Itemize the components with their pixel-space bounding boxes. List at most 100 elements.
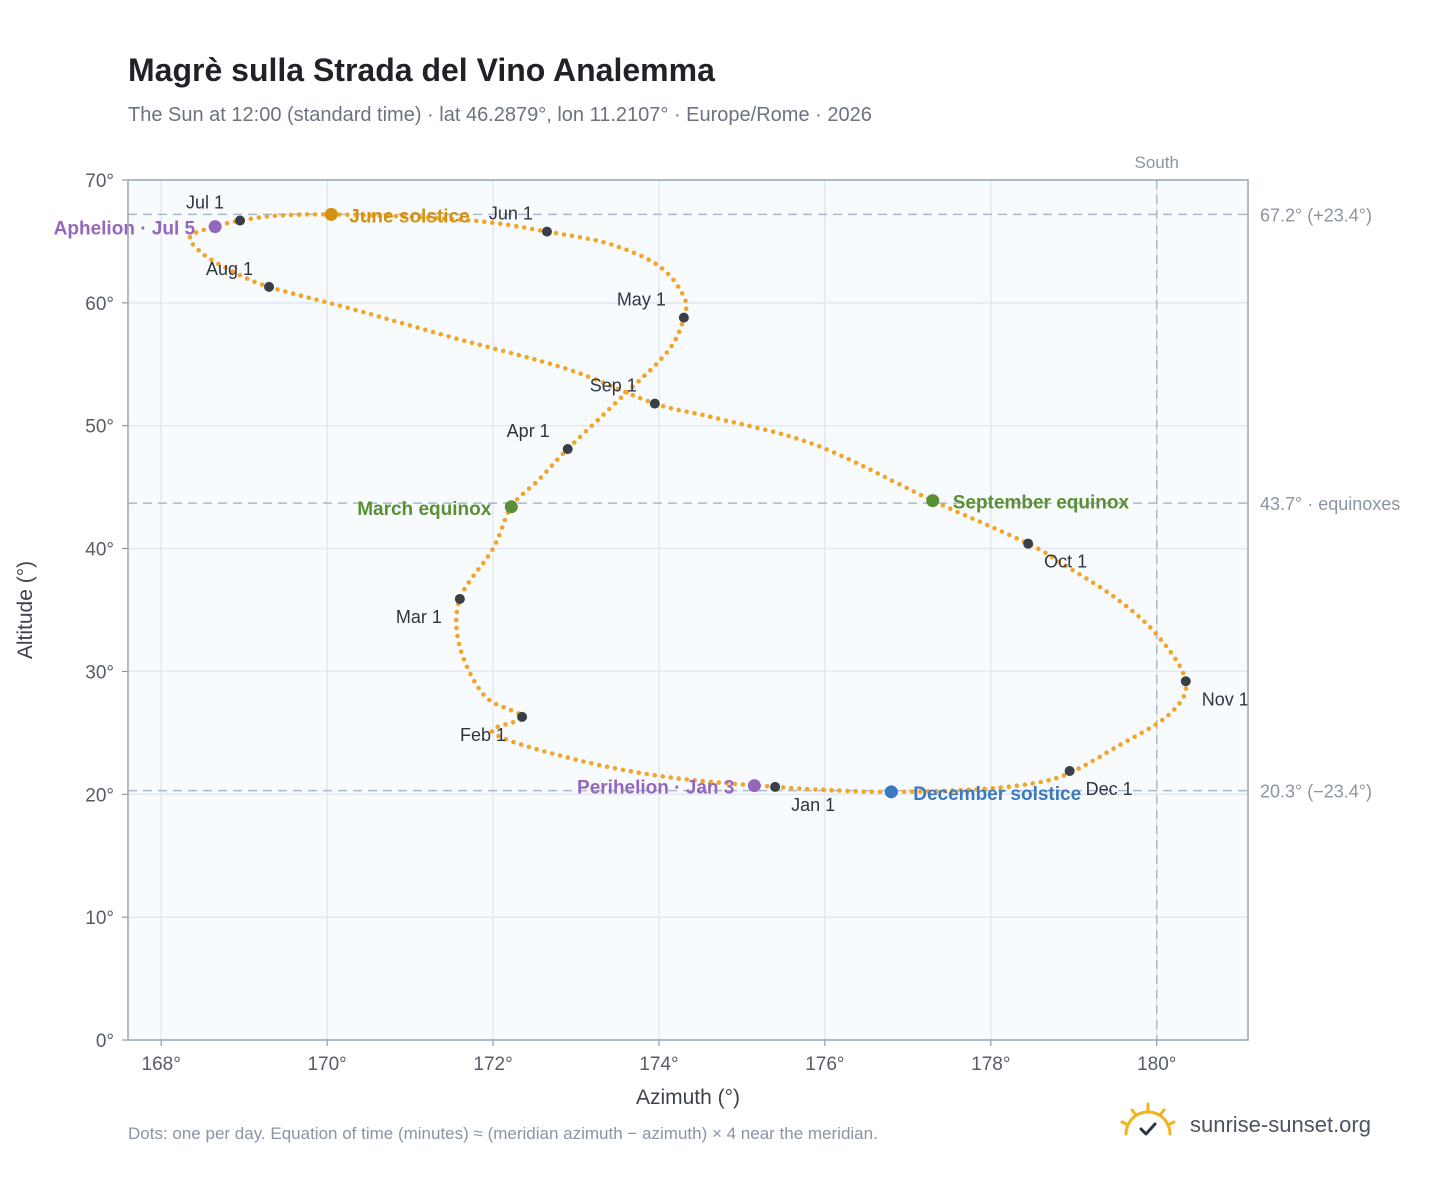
daily-sun-dot — [861, 464, 866, 469]
daily-sun-dot — [454, 625, 459, 631]
daily-sun-dot — [723, 418, 729, 423]
daily-sun-dot — [392, 318, 397, 324]
daily-sun-dot — [829, 787, 834, 793]
daily-sun-dot — [809, 441, 814, 446]
daily-sun-dot — [456, 641, 462, 647]
daily-sun-dot — [940, 503, 946, 508]
daily-sun-dot — [581, 759, 586, 764]
daily-sun-dot — [538, 475, 544, 480]
daily-sun-dot — [493, 540, 499, 545]
daily-sun-dot — [942, 788, 947, 794]
daily-sun-dot — [652, 773, 657, 778]
daily-sun-dot — [616, 244, 622, 250]
daily-sun-dot — [1076, 766, 1081, 771]
daily-sun-dot — [322, 299, 327, 305]
daily-sun-dot — [454, 336, 459, 341]
reference-line-label: 43.7° · equinoxes — [1260, 494, 1400, 514]
daily-sun-dot — [630, 392, 636, 398]
daily-sun-dot — [393, 213, 399, 219]
daily-sun-dot — [1142, 619, 1147, 625]
daily-sun-dot — [637, 395, 643, 401]
month-marker-label: Apr 1 — [507, 421, 550, 441]
reference-line-label: 20.3° (−23.4°) — [1260, 782, 1372, 802]
daily-sun-dot — [659, 356, 664, 361]
daily-sun-dot — [521, 225, 527, 230]
daily-sun-dot — [731, 420, 737, 425]
daily-sun-dot — [503, 736, 509, 742]
daily-sun-dot — [248, 216, 254, 221]
plot-frame — [127, 179, 1249, 1041]
daily-sun-dot — [813, 787, 818, 792]
daily-sun-dot — [353, 212, 358, 218]
daily-sun-dot — [1049, 554, 1055, 560]
daily-sun-dot — [659, 266, 665, 271]
daily-sun-dot — [646, 257, 651, 263]
daily-sun-dot — [684, 777, 689, 782]
daily-sun-dot — [925, 789, 931, 794]
daily-sun-dot — [481, 560, 486, 566]
daily-sun-dot — [1022, 782, 1028, 787]
daily-sun-dot — [676, 329, 682, 335]
daily-sun-dot — [345, 305, 351, 311]
daily-sun-dot — [1123, 603, 1129, 609]
daily-sun-dot — [230, 269, 235, 274]
daily-sun-dot — [537, 228, 543, 233]
daily-sun-dot — [950, 788, 955, 793]
daily-sun-dot — [532, 357, 537, 362]
daily-sun-dot — [628, 769, 634, 774]
y-tick-label: 40° — [85, 540, 114, 561]
y-axis-label: Altitude (°) — [14, 561, 37, 659]
daily-sun-dot — [353, 307, 358, 313]
daily-sun-dot — [1097, 584, 1103, 590]
daily-sun-dot — [679, 291, 685, 296]
month-marker-label: Oct 1 — [1044, 552, 1087, 572]
event-marker — [884, 785, 898, 799]
daily-sun-dot — [861, 789, 866, 794]
daily-sun-dot — [684, 409, 689, 415]
daily-sun-dot — [196, 247, 201, 253]
daily-sun-dot — [526, 744, 532, 750]
daily-sun-dot — [740, 782, 746, 787]
daily-sun-dot — [514, 497, 520, 502]
daily-sun-dot — [583, 429, 589, 434]
month-markers: Jan 1 Feb 1 Mar 1 Apr 1 May 1 Jun 1 Jul 1 Aug 1… — [186, 193, 1249, 815]
daily-sun-dot — [368, 312, 374, 317]
daily-sun-dot — [457, 217, 463, 222]
daily-sun-dot — [585, 236, 591, 241]
daily-sun-dot — [471, 573, 476, 579]
daily-sun-dot — [962, 513, 968, 518]
daily-sun-dot — [272, 213, 278, 219]
event-markers: June solstice December solstice March equi… — [54, 206, 1130, 804]
daily-sun-dot — [1046, 778, 1051, 783]
x-tick-label: 174° — [639, 1054, 678, 1075]
daily-sun-dot — [502, 517, 508, 523]
daily-sun-dot — [778, 431, 784, 437]
daily-sun-dot — [636, 770, 642, 775]
daily-sun-dot — [469, 340, 475, 346]
daily-sun-dot — [1117, 598, 1122, 604]
daily-sun-dot — [472, 678, 477, 684]
daily-sun-dot — [401, 214, 407, 219]
daily-sun-dot — [466, 580, 472, 585]
daily-sun-dot — [683, 298, 688, 304]
daily-sun-dot — [361, 309, 366, 315]
daily-sun-dot — [216, 261, 221, 267]
daily-sun-dot — [549, 463, 555, 468]
brand-logo[interactable]: sunrise-sunset.org — [1120, 1100, 1400, 1150]
daily-sun-dot — [673, 336, 679, 342]
daily-sun-dot — [824, 447, 829, 452]
daily-sun-dot — [1070, 567, 1075, 573]
month-marker — [454, 593, 465, 604]
daily-sun-dot — [676, 407, 681, 413]
daily-sun-dot — [1090, 758, 1095, 764]
daily-sun-dot — [511, 739, 516, 745]
daily-sun-dot — [557, 753, 563, 758]
daily-sun-dot — [526, 486, 532, 491]
month-marker — [517, 711, 528, 722]
daily-sun-dot — [542, 749, 547, 754]
daily-sun-dot — [283, 289, 288, 294]
daily-sun-dot — [615, 386, 621, 392]
daily-sun-dot — [209, 257, 214, 263]
daily-sun-dot — [430, 329, 436, 335]
daily-sun-dot — [966, 787, 971, 793]
